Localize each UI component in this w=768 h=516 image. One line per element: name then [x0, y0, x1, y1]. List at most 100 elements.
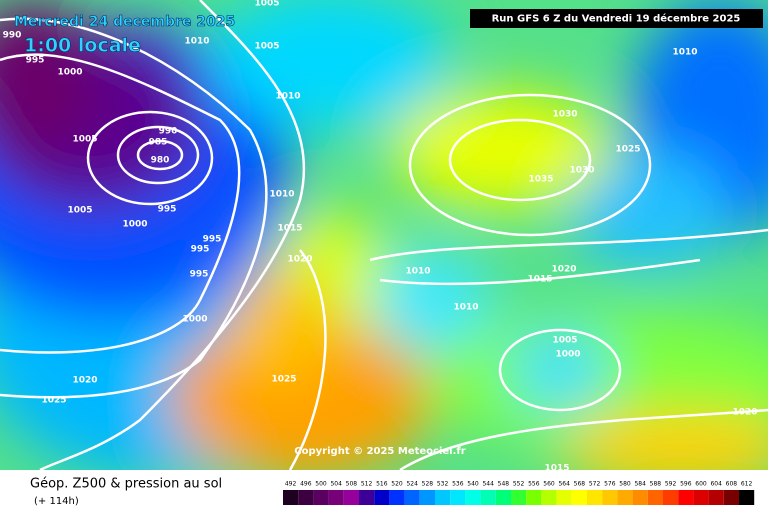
scale-cell [526, 490, 542, 505]
isobar-label: 1010 [453, 303, 478, 313]
scale-cell [723, 490, 739, 505]
scale-label: 524 [406, 481, 418, 488]
scale-label: 528 [422, 481, 434, 488]
scale-label: 600 [695, 481, 707, 488]
isobar-label: 1030 [552, 110, 577, 120]
scale-cell [328, 490, 344, 505]
scale-cell [647, 490, 663, 505]
isobars [0, 0, 768, 470]
scale-cell [495, 490, 511, 505]
isobar-label: 1010 [269, 190, 294, 200]
scale-label: 520 [391, 481, 403, 488]
scale-label: 560 [543, 481, 555, 488]
scale-cell [450, 490, 466, 505]
scale-label: 580 [619, 481, 631, 488]
isobar-label: 1010 [184, 37, 209, 47]
isobar-label: 1020 [551, 265, 576, 275]
isobar-label: 990 [3, 31, 22, 41]
isobar-label: 1010 [672, 48, 697, 58]
scale-label: 564 [558, 481, 570, 488]
scale-cell [404, 490, 420, 505]
scale-label: 508 [346, 481, 358, 488]
scale-cell [556, 490, 572, 505]
scale-cell [298, 490, 314, 505]
isobar-label: 995 [190, 270, 209, 280]
copyright: Copyright © 2025 Meteociel.fr [294, 446, 465, 457]
scale-label: 612 [741, 481, 753, 488]
scale-cell [343, 490, 359, 505]
scale-label: 608 [726, 481, 738, 488]
color-scale: 492 496 500 504 508 512 516 520 524 528 532 536 540 5… [283, 481, 755, 505]
isobar-label: 980 [151, 156, 170, 166]
scale-label: 584 [634, 481, 646, 488]
isobar-label: 1010 [275, 92, 300, 102]
isobar-label: 1005 [552, 336, 577, 346]
isobar-label: 995 [203, 235, 222, 245]
isobar-label: 1020 [732, 408, 757, 418]
scale-label: 536 [452, 481, 464, 488]
scale-label: 540 [467, 481, 479, 488]
isobar-label: 1020 [287, 255, 312, 265]
time: 1:00 locale [24, 35, 141, 57]
isobar-label: 1015 [527, 275, 552, 285]
scale-cell [587, 490, 603, 505]
scale-label: 516 [376, 481, 388, 488]
scale-cell [465, 490, 481, 505]
scale-cell [571, 490, 587, 505]
isobar-label: 1015 [277, 224, 302, 234]
scale-cell [617, 490, 633, 505]
isobar-label: 1015 [544, 464, 569, 474]
isobar-label: 1035 [528, 175, 553, 185]
scale-label: 572 [589, 481, 601, 488]
run-info: Run GFS 6 Z du Vendredi 19 décembre 2025 [492, 13, 741, 25]
scale-cell [541, 490, 557, 505]
isobar-label: 1000 [182, 315, 207, 325]
run-box [470, 9, 763, 28]
scale-label: 576 [604, 481, 616, 488]
isobar-label: 1025 [615, 145, 640, 155]
scale-label: 568 [574, 481, 586, 488]
scale-cell [374, 490, 390, 505]
scale-label: 548 [498, 481, 510, 488]
isobar-label: 1005 [72, 135, 97, 145]
scale-cell [419, 490, 435, 505]
scale-cell [313, 490, 329, 505]
scale-cell [739, 490, 755, 505]
isobar-label: 985 [149, 138, 168, 148]
scale-cell [693, 490, 709, 505]
date: Mercredi 24 decembre 2025 [14, 14, 235, 30]
isobar-label: 1005 [67, 206, 92, 216]
scale-label: 492 [285, 481, 297, 488]
isobar-label: 995 [158, 205, 177, 215]
scale-cell [480, 490, 496, 505]
scale-label: 500 [315, 481, 327, 488]
isobar-label: 1005 [254, 42, 279, 52]
isobar-label: 1000 [57, 68, 82, 78]
scale-label: 552 [513, 481, 525, 488]
scale-label: 596 [680, 481, 692, 488]
scale-label: 532 [437, 481, 449, 488]
scale-cell [283, 490, 299, 505]
footer-title: Géop. Z500 & pression au sol [30, 477, 222, 492]
scale-cell [708, 490, 724, 505]
scale-label: 504 [330, 481, 342, 488]
scale-cell [602, 490, 618, 505]
scale-label: 556 [528, 481, 540, 488]
isobar-label: 1000 [122, 220, 147, 230]
scale-cell [678, 490, 694, 505]
scale-label: 544 [482, 481, 494, 488]
map-field [0, 0, 768, 470]
scale-label: 588 [650, 481, 662, 488]
scale-label: 496 [300, 481, 312, 488]
isobar-label: 1000 [555, 350, 580, 360]
scale-label: 592 [665, 481, 677, 488]
scale-cell [389, 490, 405, 505]
scale-cell [663, 490, 679, 505]
scale-label: 512 [361, 481, 373, 488]
isobar-label: 995 [26, 56, 45, 66]
isobar-label: 990 [159, 127, 178, 137]
isobar-label: 1005 [254, 0, 279, 9]
isobar-label: 1025 [271, 375, 296, 385]
